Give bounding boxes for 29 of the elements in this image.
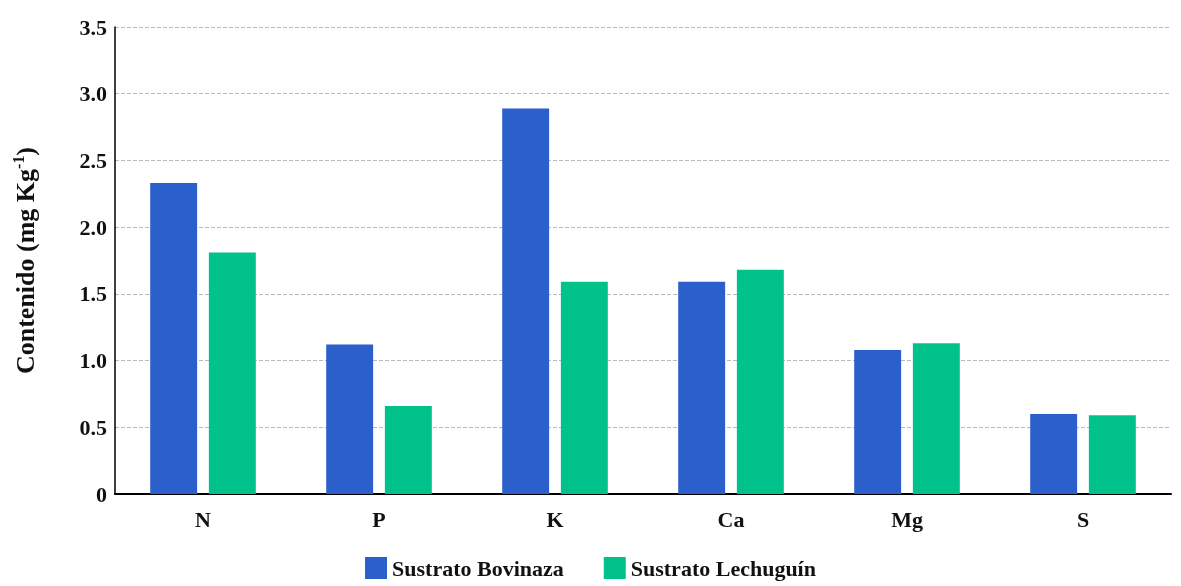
x-tick-label: N <box>195 506 212 532</box>
y-axis-title: Contenido (mg Kg-1) <box>9 146 40 375</box>
bar <box>560 281 608 494</box>
x-tick-label: S <box>1076 506 1090 532</box>
legend-label: Sustrato Lechuguín <box>630 555 816 581</box>
bar <box>150 183 198 494</box>
bar <box>854 349 902 494</box>
bar <box>678 281 726 494</box>
bar <box>912 343 960 494</box>
x-tick-label: P <box>372 506 386 532</box>
legend-label: Sustrato Bovinaza <box>392 555 564 581</box>
bar <box>1030 413 1078 494</box>
y-tick-label: 1.0 <box>79 348 107 374</box>
x-tick-label: Mg <box>891 506 923 532</box>
y-tick-label: 3.5 <box>79 14 107 40</box>
x-tick-label: Ca <box>717 506 745 532</box>
y-tick-label: 0 <box>96 481 107 507</box>
y-tick-label: 3.0 <box>79 81 107 107</box>
y-tick-label: 2.0 <box>79 214 107 240</box>
bar <box>1088 415 1136 494</box>
bar <box>326 344 374 494</box>
y-tick-label: 0.5 <box>79 414 107 440</box>
x-tick-label: K <box>546 506 564 532</box>
bar <box>384 405 432 494</box>
bar <box>502 108 550 494</box>
y-tick-label: 2.5 <box>79 147 107 173</box>
bar <box>736 269 784 494</box>
y-tick-label: 1.5 <box>79 281 107 307</box>
bar <box>208 252 256 494</box>
